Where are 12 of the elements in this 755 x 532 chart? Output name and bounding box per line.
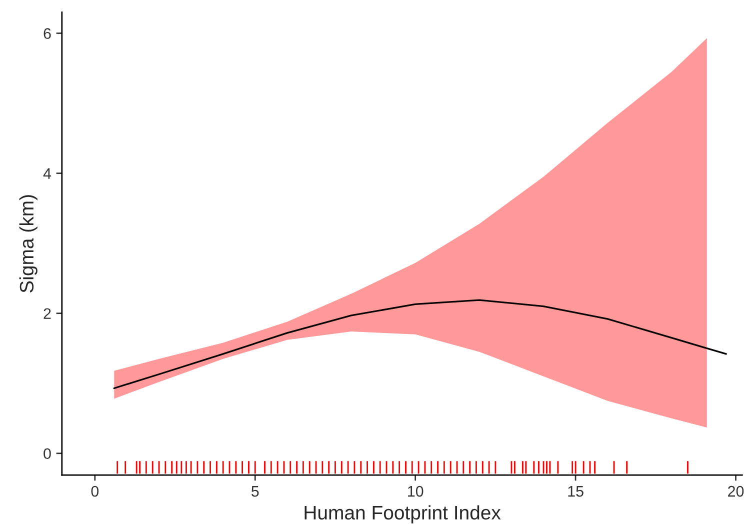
line-series bbox=[113, 299, 727, 390]
y-tick-label: 2 bbox=[44, 308, 51, 319]
x-tick-label: 10 bbox=[408, 486, 424, 497]
y-axis-title: Sigma (km) bbox=[19, 195, 38, 292]
y-tick-label: 0 bbox=[44, 448, 51, 460]
x-tick-label: 0 bbox=[91, 486, 99, 497]
x-tick-label: 15 bbox=[568, 486, 584, 497]
x-axis-title: Human Footprint Index bbox=[304, 505, 501, 524]
x-tick-label: 5 bbox=[251, 486, 259, 497]
x-tick-label: 20 bbox=[728, 486, 744, 497]
y-tick-label: 4 bbox=[43, 168, 52, 179]
y-tick-label: 6 bbox=[44, 28, 51, 39]
